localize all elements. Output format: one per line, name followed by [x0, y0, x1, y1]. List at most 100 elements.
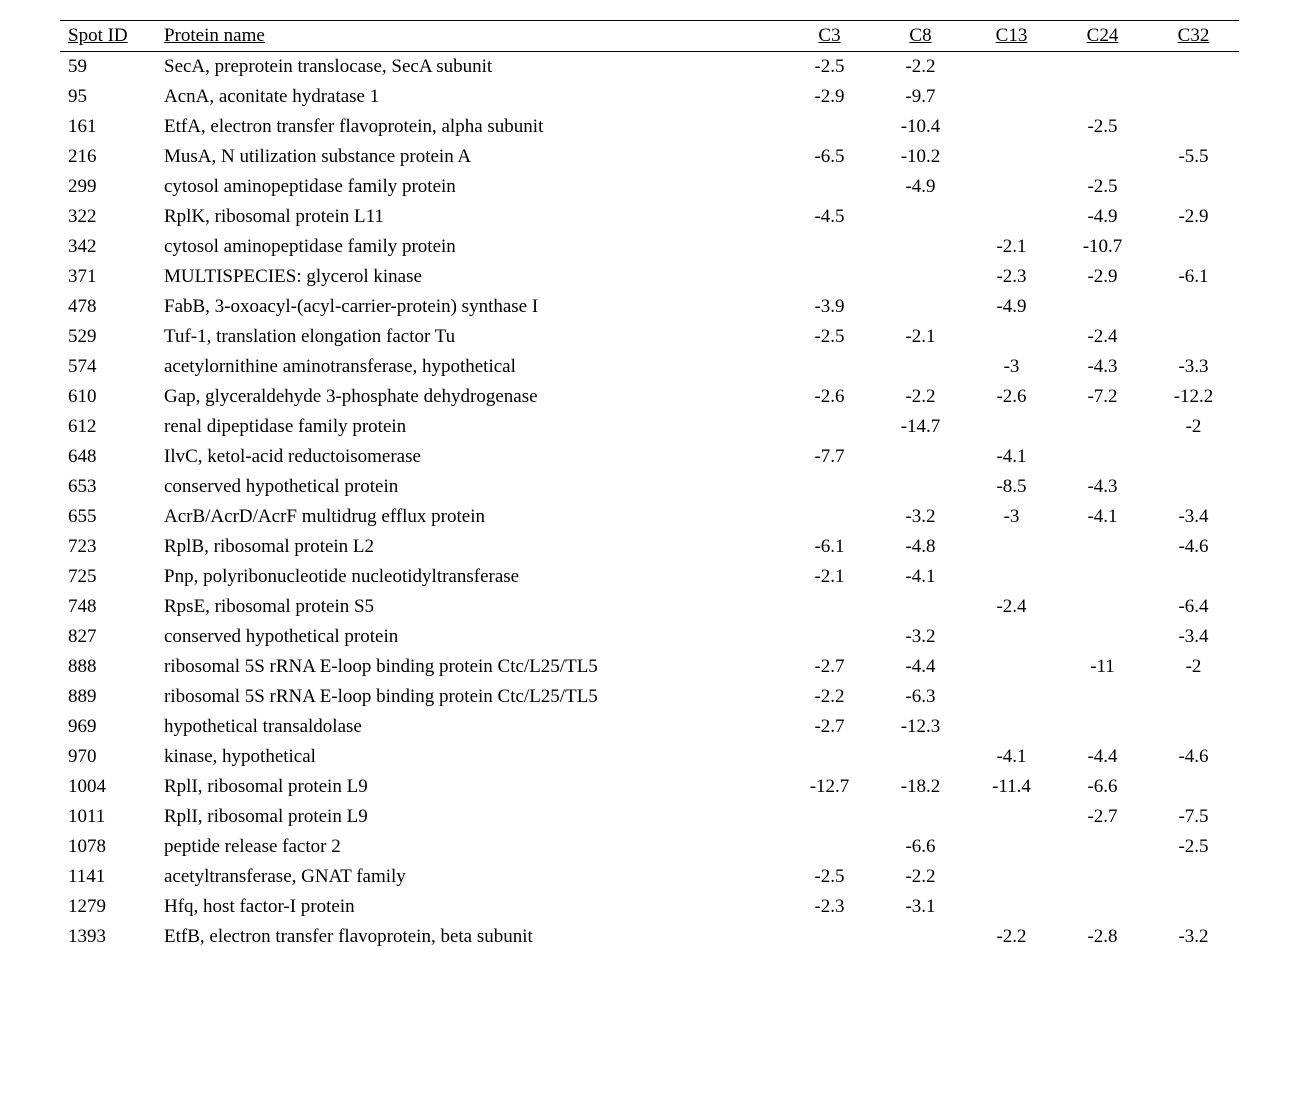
table-row: 969hypothetical transaldolase-2.7-12.3 [60, 712, 1239, 742]
cell-c8 [875, 262, 966, 292]
cell-c8: -14.7 [875, 412, 966, 442]
cell-c13 [966, 892, 1057, 922]
cell-c3 [784, 592, 875, 622]
cell-spot-id: 161 [60, 112, 156, 142]
cell-protein-name: MusA, N utilization substance protein A [156, 142, 784, 172]
cell-c24 [1057, 712, 1148, 742]
cell-c13 [966, 172, 1057, 202]
cell-protein-name: EtfB, electron transfer flavoprotein, be… [156, 922, 784, 952]
cell-c32 [1148, 862, 1239, 892]
cell-protein-name: RplK, ribosomal protein L11 [156, 202, 784, 232]
table-row: 1078peptide release factor 2-6.6-2.5 [60, 832, 1239, 862]
table-row: 478FabB, 3-oxoacyl-(acyl-carrier-protein… [60, 292, 1239, 322]
cell-spot-id: 478 [60, 292, 156, 322]
table-row: 59SecA, preprotein translocase, SecA sub… [60, 52, 1239, 83]
cell-c8 [875, 802, 966, 832]
cell-c32 [1148, 682, 1239, 712]
cell-protein-name: EtfA, electron transfer flavoprotein, al… [156, 112, 784, 142]
cell-protein-name: MULTISPECIES: glycerol kinase [156, 262, 784, 292]
cell-spot-id: 342 [60, 232, 156, 262]
table-row: 610Gap, glyceraldehyde 3-phosphate dehyd… [60, 382, 1239, 412]
cell-c24: -4.3 [1057, 472, 1148, 502]
cell-c8 [875, 472, 966, 502]
cell-c3: -6.1 [784, 532, 875, 562]
col-protein-name: Protein name [156, 21, 784, 52]
cell-c32: -6.1 [1148, 262, 1239, 292]
table-row: 342cytosol aminopeptidase family protein… [60, 232, 1239, 262]
cell-c8: -4.1 [875, 562, 966, 592]
cell-spot-id: 1393 [60, 922, 156, 952]
cell-c13 [966, 322, 1057, 352]
col-c13: C13 [966, 21, 1057, 52]
cell-c3: -7.7 [784, 442, 875, 472]
table-row: 655AcrB/AcrD/AcrF multidrug efflux prote… [60, 502, 1239, 532]
table-row: 371MULTISPECIES: glycerol kinase-2.3-2.9… [60, 262, 1239, 292]
cell-protein-name: ribosomal 5S rRNA E-loop binding protein… [156, 652, 784, 682]
cell-c13: -4.1 [966, 442, 1057, 472]
cell-c13 [966, 832, 1057, 862]
cell-c32 [1148, 712, 1239, 742]
cell-c3: -2.5 [784, 52, 875, 83]
cell-c3 [784, 502, 875, 532]
cell-c32: -4.6 [1148, 742, 1239, 772]
table-row: 95AcnA, aconitate hydratase 1-2.9-9.7 [60, 82, 1239, 112]
cell-c24: -4.4 [1057, 742, 1148, 772]
cell-spot-id: 1141 [60, 862, 156, 892]
cell-c13: -4.9 [966, 292, 1057, 322]
table-row: 529Tuf-1, translation elongation factor … [60, 322, 1239, 352]
cell-c32 [1148, 472, 1239, 502]
table-row: 970kinase, hypothetical-4.1-4.4-4.6 [60, 742, 1239, 772]
cell-c13: -11.4 [966, 772, 1057, 802]
cell-c8: -3.2 [875, 622, 966, 652]
cell-c24: -2.4 [1057, 322, 1148, 352]
cell-c8: -2.2 [875, 862, 966, 892]
cell-spot-id: 529 [60, 322, 156, 352]
cell-c32 [1148, 232, 1239, 262]
cell-c24: -2.5 [1057, 112, 1148, 142]
cell-c8: -2.1 [875, 322, 966, 352]
cell-c3 [784, 802, 875, 832]
cell-c24 [1057, 562, 1148, 592]
cell-c13 [966, 142, 1057, 172]
cell-c8: -10.4 [875, 112, 966, 142]
table-row: 1004RplI, ribosomal protein L9-12.7-18.2… [60, 772, 1239, 802]
table-row: 827conserved hypothetical protein-3.2-3.… [60, 622, 1239, 652]
cell-c32: -2.5 [1148, 832, 1239, 862]
cell-c24: -4.3 [1057, 352, 1148, 382]
cell-c24: -2.5 [1057, 172, 1148, 202]
cell-protein-name: RpsE, ribosomal protein S5 [156, 592, 784, 622]
cell-c13 [966, 82, 1057, 112]
cell-c32 [1148, 172, 1239, 202]
cell-c3: -2.9 [784, 82, 875, 112]
cell-protein-name: conserved hypothetical protein [156, 472, 784, 502]
cell-spot-id: 95 [60, 82, 156, 112]
table-row: 653conserved hypothetical protein-8.5-4.… [60, 472, 1239, 502]
cell-c8: -6.6 [875, 832, 966, 862]
cell-protein-name: AcnA, aconitate hydratase 1 [156, 82, 784, 112]
table-body: 59SecA, preprotein translocase, SecA sub… [60, 52, 1239, 953]
cell-protein-name: acetyltransferase, GNAT family [156, 862, 784, 892]
col-c32: C32 [1148, 21, 1239, 52]
cell-c8 [875, 352, 966, 382]
cell-c24: -11 [1057, 652, 1148, 682]
cell-c24 [1057, 532, 1148, 562]
table-row: 216MusA, N utilization substance protein… [60, 142, 1239, 172]
table-row: 299cytosol aminopeptidase family protein… [60, 172, 1239, 202]
cell-c3 [784, 232, 875, 262]
cell-c13 [966, 862, 1057, 892]
cell-c3: -2.2 [784, 682, 875, 712]
cell-c3 [784, 262, 875, 292]
cell-spot-id: 371 [60, 262, 156, 292]
table-row: 1279Hfq, host factor-I protein-2.3-3.1 [60, 892, 1239, 922]
cell-protein-name: Gap, glyceraldehyde 3-phosphate dehydrog… [156, 382, 784, 412]
cell-protein-name: AcrB/AcrD/AcrF multidrug efflux protein [156, 502, 784, 532]
table-row: 725Pnp, polyribonucleotide nucleotidyltr… [60, 562, 1239, 592]
cell-c13: -2.3 [966, 262, 1057, 292]
table-row: 889ribosomal 5S rRNA E-loop binding prot… [60, 682, 1239, 712]
col-c8: C8 [875, 21, 966, 52]
cell-c13: -2.1 [966, 232, 1057, 262]
cell-c32 [1148, 562, 1239, 592]
cell-c32: -2.9 [1148, 202, 1239, 232]
cell-spot-id: 59 [60, 52, 156, 83]
cell-c24 [1057, 82, 1148, 112]
